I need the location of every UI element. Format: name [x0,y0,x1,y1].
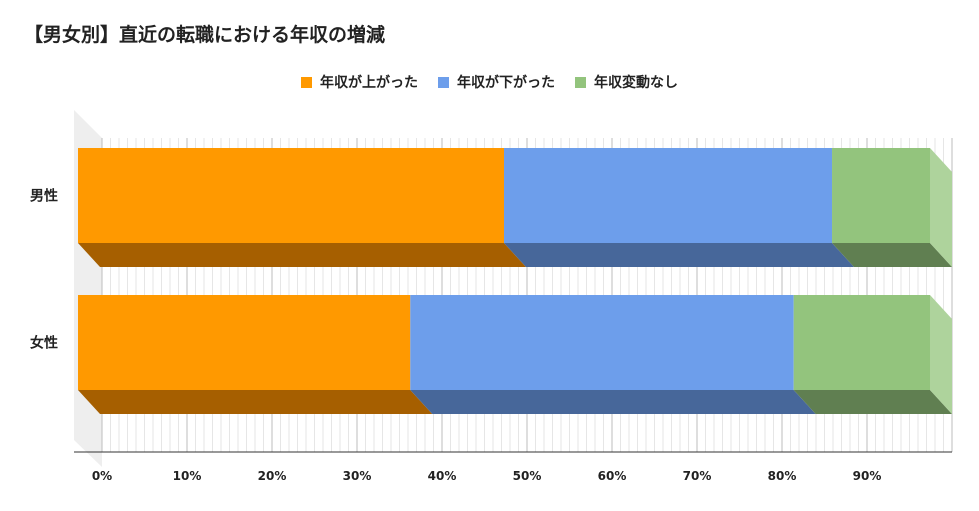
bar-end-cap [930,148,952,267]
bar-segment-bottom-face [78,390,433,414]
x-tick-label: 70% [683,469,712,483]
bar-segment [78,295,411,390]
bar-segment [793,295,930,390]
x-tick-labels: 0% 10% 20% 30% 40% 50% 60% 70% 80% 90% [92,469,882,483]
x-tick-label: 0% [92,469,112,483]
bar-segment-bottom-face [504,243,855,267]
x-tick-label: 50% [513,469,542,483]
x-tick-label: 20% [258,469,287,483]
chart-title: 【男女別】直近の転職における年収の増減 [24,24,386,46]
bar-end-cap [930,295,952,414]
legend-swatch-decrease [438,76,449,88]
category-label: 男性 [30,188,58,205]
legend-item-decrease: 年収が下がった [438,72,555,92]
legend-swatch-no-change [575,76,586,88]
x-tick-label: 10% [173,469,202,483]
legend-swatch-increase [301,76,312,88]
bar-segment [504,148,833,243]
legend-label-increase: 年収が上がった [320,75,418,91]
category-label: 女性 [30,335,58,352]
bars [78,148,952,414]
bar-segment-bottom-face [832,243,952,267]
bar-segment-bottom-face [78,243,526,267]
legend-label-no-change: 年収変動なし [594,75,678,91]
legend-item-increase: 年収が上がった [301,72,418,92]
bar-segment [410,295,794,390]
legend-item-no-change: 年収変動なし [575,72,678,92]
x-tick-label: 60% [598,469,627,483]
x-tick-label: 80% [768,469,797,483]
x-tick-label: 30% [343,469,372,483]
bar-segment-bottom-face [410,390,816,414]
bar-segment [78,148,504,243]
legend-label-decrease: 年収が下がった [457,75,555,91]
bar-segment-bottom-face [793,390,952,414]
legend: 年収が上がった 年収が下がった 年収変動なし [0,72,979,92]
x-tick-label: 40% [428,469,457,483]
bar-segment [832,148,930,243]
x-tick-label: 90% [853,469,882,483]
